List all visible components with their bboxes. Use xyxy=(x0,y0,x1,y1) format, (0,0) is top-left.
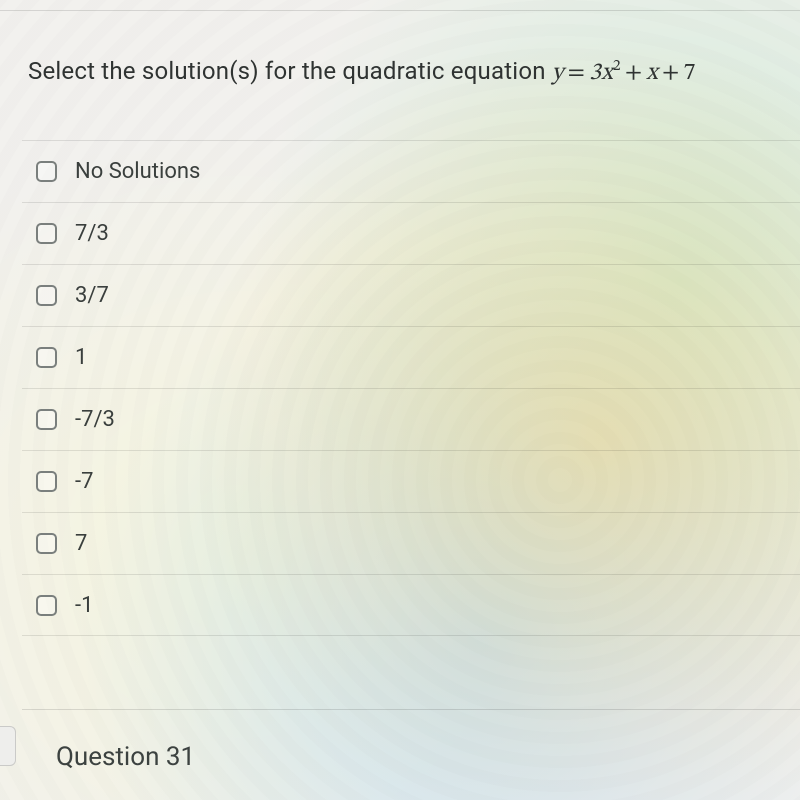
checkbox[interactable] xyxy=(36,409,57,430)
option-1[interactable]: 1 xyxy=(22,326,800,388)
checkbox[interactable] xyxy=(36,285,57,306)
option-label: 7 xyxy=(75,531,87,556)
option-label: 3/7 xyxy=(75,283,109,308)
option-7-over-3[interactable]: 7/3 xyxy=(22,202,800,264)
question-prompt: Select the solution(s) for the quadratic… xyxy=(28,56,772,88)
checkbox[interactable] xyxy=(36,161,57,182)
equation: y=3x2+x+7 xyxy=(552,61,696,85)
quiz-surface: Select the solution(s) for the quadratic… xyxy=(0,0,800,800)
checkbox[interactable] xyxy=(36,223,57,244)
option-3-over-7[interactable]: 3/7 xyxy=(22,264,800,326)
option-neg-1[interactable]: -1 xyxy=(22,574,800,636)
next-question-label[interactable]: Question 31 xyxy=(56,742,800,772)
option-label: 7/3 xyxy=(75,221,109,246)
checkbox[interactable] xyxy=(36,471,57,492)
option-no-solutions[interactable]: No Solutions xyxy=(22,140,800,202)
prompt-text: Select the solution(s) for the quadratic… xyxy=(28,57,552,85)
options-list: No Solutions 7/3 3/7 1 -7/3 -7 7 -1 xyxy=(22,140,800,636)
option-label: 1 xyxy=(75,345,87,370)
checkbox[interactable] xyxy=(36,347,57,368)
option-neg-7-over-3[interactable]: -7/3 xyxy=(22,388,800,450)
checkbox[interactable] xyxy=(36,595,57,616)
option-neg-7[interactable]: -7 xyxy=(22,450,800,512)
checkbox[interactable] xyxy=(36,533,57,554)
option-label: -1 xyxy=(75,593,93,618)
option-label: -7 xyxy=(75,469,93,494)
side-tab[interactable] xyxy=(0,726,16,766)
option-7[interactable]: 7 xyxy=(22,512,800,574)
option-label: No Solutions xyxy=(75,159,200,184)
top-divider xyxy=(0,10,800,11)
option-label: -7/3 xyxy=(75,407,115,432)
footer: Question 31 xyxy=(22,709,800,772)
